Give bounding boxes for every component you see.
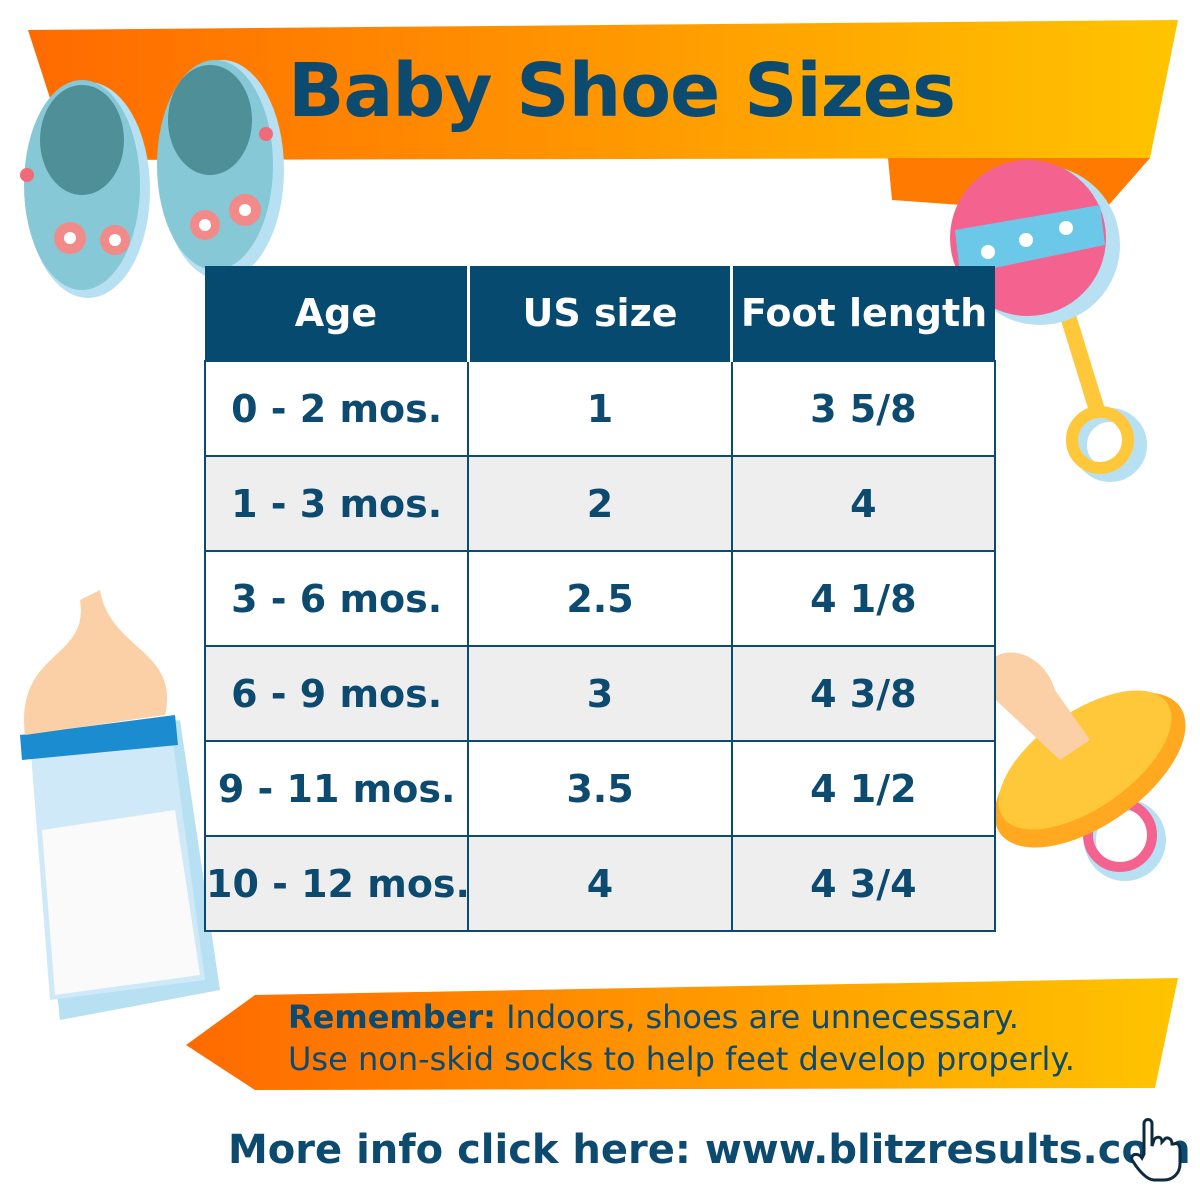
cell-foot-length: 4 1/2	[730, 740, 997, 837]
cell-us-size: 2	[467, 455, 733, 552]
table-row: 0 - 2 mos. 1 3 5/8	[203, 360, 997, 457]
cell-age: 3 - 6 mos.	[203, 550, 470, 647]
cell-age: 1 - 3 mos.	[203, 455, 470, 552]
cell-foot-length: 4 3/4	[730, 835, 997, 932]
cell-age: 6 - 9 mos.	[203, 645, 470, 742]
cell-us-size: 4	[467, 835, 733, 932]
cell-us-size: 2.5	[467, 550, 733, 647]
reminder-label: Remember:	[288, 998, 496, 1036]
header-us-size: US size	[468, 266, 734, 361]
cell-us-size: 1	[467, 360, 733, 457]
table-row: 9 - 11 mos. 3.5 4 1/2	[203, 740, 997, 837]
header-age: Age	[205, 266, 470, 361]
header-foot-length: Foot length	[731, 266, 995, 361]
more-info-link[interactable]: More info click here: www.blitzresults.c…	[228, 1127, 1191, 1173]
cell-foot-length: 4 3/8	[730, 645, 997, 742]
cell-us-size: 3	[467, 645, 733, 742]
table-row: 6 - 9 mos. 3 4 3/8	[203, 645, 997, 742]
table-header-row: Age US size Foot length	[205, 266, 995, 361]
reminder-line-2: Use non-skid socks to help feet develop …	[288, 1040, 1075, 1078]
shoe-size-table: Age US size Foot length 0 - 2 mos. 1 3 5/8…	[203, 266, 997, 932]
pacifier-icon	[983, 652, 1186, 881]
cell-age: 0 - 2 mos.	[203, 360, 470, 457]
cell-age: 10 - 12 mos.	[203, 835, 470, 932]
table-row: 10 - 12 mos. 4 4 3/4	[203, 835, 997, 932]
cell-foot-length: 3 5/8	[730, 360, 997, 457]
table-row: 1 - 3 mos. 2 4	[203, 455, 997, 552]
reminder-line-1: Indoors, shoes are unnecessary.	[506, 998, 1019, 1036]
cell-foot-length: 4 1/8	[730, 550, 997, 647]
cell-foot-length: 4	[730, 455, 997, 552]
cell-us-size: 3.5	[467, 740, 733, 837]
baby-bottle-icon	[20, 590, 220, 1020]
table-row: 3 - 6 mos. 2.5 4 1/8	[203, 550, 997, 647]
note-banner	[186, 978, 1178, 1090]
reminder-note: Remember: Indoors, shoes are unnecessary…	[288, 996, 1075, 1080]
cell-age: 9 - 11 mos.	[203, 740, 470, 837]
baby-shoes-icon	[20, 60, 284, 298]
pointing-hand-icon[interactable]	[1128, 1118, 1184, 1184]
title-banner	[28, 20, 1178, 160]
page-title: Baby Shoe Sizes	[288, 48, 956, 134]
